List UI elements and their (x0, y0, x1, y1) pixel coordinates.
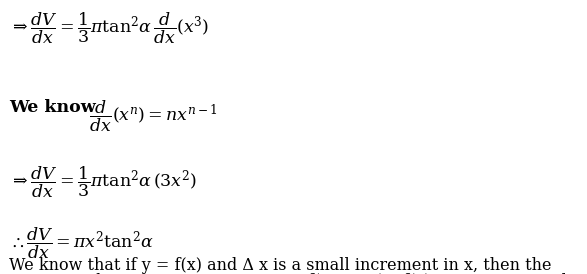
Text: $\dfrac{d}{dx}(x^n) = nx^{n-1}$: $\dfrac{d}{dx}(x^n) = nx^{n-1}$ (89, 99, 218, 134)
Text: We know that if y = f(x) and Δ x is a small increment in x, then the: We know that if y = f(x) and Δ x is a sm… (9, 257, 551, 274)
Text: $\Rightarrow \dfrac{dV}{dx} = \dfrac{1}{3}\pi \tan^2\!\alpha\, \dfrac{d}{dx}(x^3: $\Rightarrow \dfrac{dV}{dx} = \dfrac{1}{… (9, 11, 209, 46)
Text: $\therefore \dfrac{dV}{dx} = \pi x^2 \tan^2\!\alpha$: $\therefore \dfrac{dV}{dx} = \pi x^2 \ta… (9, 226, 154, 261)
Text: $\Rightarrow \dfrac{dV}{dx} = \dfrac{1}{3}\pi \tan^2\!\alpha\,(3x^2)$: $\Rightarrow \dfrac{dV}{dx} = \dfrac{1}{… (9, 164, 197, 200)
Text: We know: We know (9, 99, 96, 116)
Text: corresponding increment in y, Δ y = f(x + Δ x) – f(x), is approximately given as: corresponding increment in y, Δ y = f(x … (9, 273, 587, 274)
